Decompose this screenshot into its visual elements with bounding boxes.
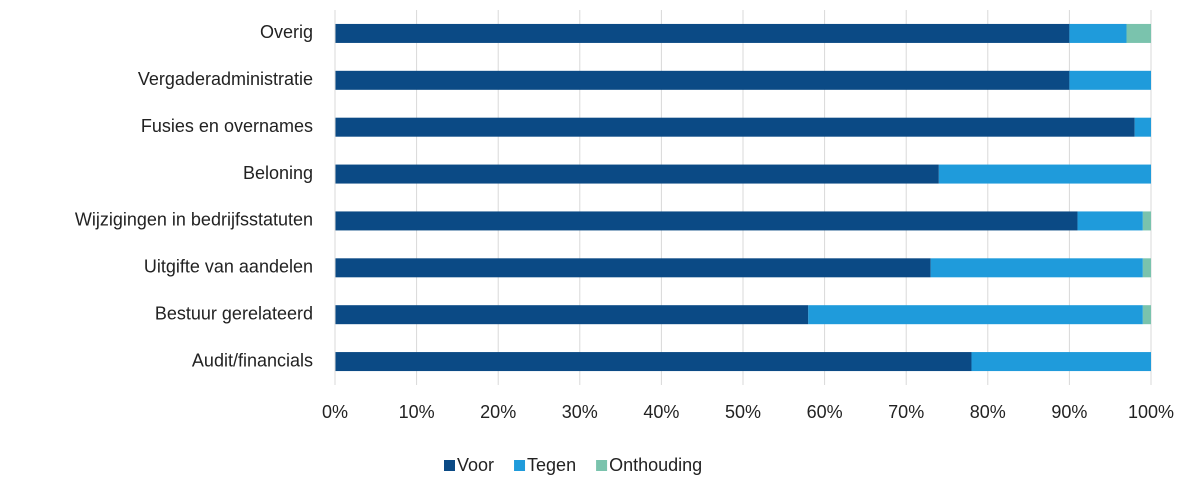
y-tick-label: Wijzigingen in bedrijfsstatuten [75, 210, 313, 230]
x-tick-label: 80% [970, 402, 1006, 422]
bar-segment [1142, 258, 1151, 278]
bar-segment [1069, 70, 1151, 90]
x-tick-label: 10% [399, 402, 435, 422]
bar-segment [335, 117, 1135, 137]
bar-segment [335, 164, 939, 184]
x-tick-label: 60% [807, 402, 843, 422]
bar-segment [1077, 211, 1143, 231]
bar-segment [335, 70, 1070, 90]
y-tick-label: Vergaderadministratie [138, 69, 313, 89]
legend-label: Voor [457, 455, 494, 475]
bar-segment [808, 305, 1143, 325]
legend-swatch [514, 460, 526, 471]
y-tick-label: Fusies en overnames [141, 116, 313, 136]
legend-swatch [596, 460, 608, 471]
bar-segment [1069, 23, 1127, 43]
y-tick-label: Bestuur gerelateerd [155, 303, 313, 323]
x-tick-label: 0% [322, 402, 348, 422]
bar-segment [1142, 211, 1151, 231]
bar-segment [335, 258, 931, 278]
bar-segment [335, 352, 972, 372]
legend-label: Tegen [527, 455, 576, 475]
x-tick-label: 90% [1051, 402, 1087, 422]
bar-segment [335, 305, 809, 325]
x-tick-label: 100% [1128, 402, 1174, 422]
bar-segment [335, 23, 1070, 43]
x-tick-label: 70% [888, 402, 924, 422]
bar-segment [971, 352, 1151, 372]
y-tick-label: Audit/financials [192, 350, 313, 370]
x-tick-label: 40% [643, 402, 679, 422]
y-tick-label: Beloning [243, 163, 313, 183]
legend-label: Onthouding [609, 455, 702, 475]
bar-segment [335, 211, 1078, 231]
y-tick-label: Uitgifte van aandelen [144, 257, 313, 277]
bar-segment [1134, 117, 1151, 137]
x-tick-label: 20% [480, 402, 516, 422]
bar-segment [1126, 23, 1151, 43]
x-tick-label: 50% [725, 402, 761, 422]
bar-segment [938, 164, 1151, 184]
y-tick-label: Overig [260, 22, 313, 42]
bar-segment [1142, 305, 1151, 325]
legend-swatch [444, 460, 455, 471]
x-tick-label: 30% [562, 402, 598, 422]
bar-segment [930, 258, 1143, 278]
